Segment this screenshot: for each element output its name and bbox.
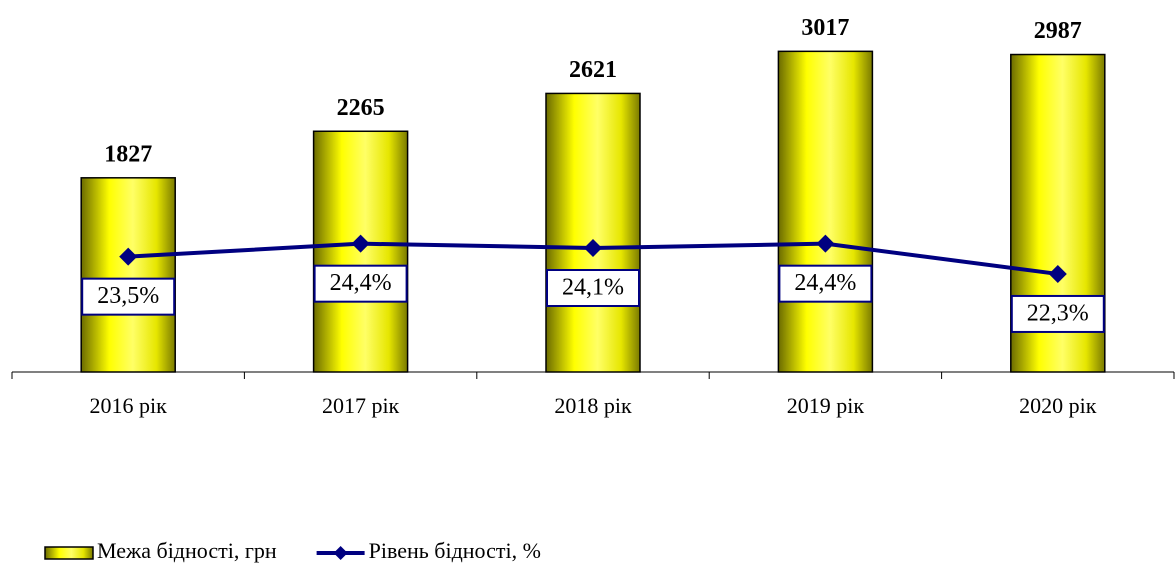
value-label-box — [81, 277, 176, 316]
line-marker — [1048, 264, 1067, 283]
bar — [545, 92, 641, 373]
value-label-box — [313, 264, 408, 303]
value-label-box — [1010, 294, 1105, 333]
legend-label: Межа бідності, грн — [97, 538, 277, 563]
x-tick-label: 2020 рік — [1019, 393, 1097, 418]
line-marker — [119, 247, 138, 266]
line-marker — [816, 234, 835, 253]
line-marker — [584, 239, 602, 257]
x-tick-label: 2019 рік — [787, 393, 865, 418]
line-marker — [351, 234, 370, 253]
bar-value-label: 2265 — [337, 95, 385, 121]
x-tick-label: 2017 рік — [322, 393, 400, 418]
line-value-label: 24,4% — [330, 270, 392, 296]
line-value-label: 24,1% — [562, 275, 624, 301]
bar-value-label: 1827 — [104, 141, 152, 167]
line-value-label: 22,3% — [1027, 300, 1089, 326]
x-tick-label: 2018 рік — [554, 393, 632, 418]
legend-swatch — [44, 546, 94, 560]
line-value-label: 24,4% — [794, 270, 856, 296]
line-value-label: 23,5% — [97, 283, 159, 309]
legend-label: Рівень бідності, % — [369, 538, 541, 563]
bar-value-label: 2621 — [569, 57, 617, 83]
value-label-box — [778, 264, 873, 303]
bar-value-label: 3017 — [801, 15, 849, 41]
x-tick-label: 2016 рік — [90, 393, 168, 418]
value-label-box — [546, 269, 640, 307]
bar — [80, 177, 176, 373]
bar — [777, 50, 874, 373]
bar-value-label: 2987 — [1034, 18, 1082, 44]
legend-marker — [333, 546, 348, 560]
